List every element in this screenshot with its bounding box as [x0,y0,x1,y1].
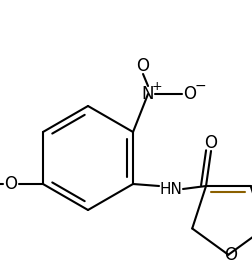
Text: N: N [142,85,154,103]
Text: O: O [5,175,17,193]
Text: HN: HN [160,181,182,197]
Text: +: + [152,79,162,93]
Text: −: − [194,79,206,93]
Text: O: O [224,246,237,264]
Text: O: O [183,85,197,103]
Text: O: O [137,57,149,75]
Text: O: O [205,134,217,152]
